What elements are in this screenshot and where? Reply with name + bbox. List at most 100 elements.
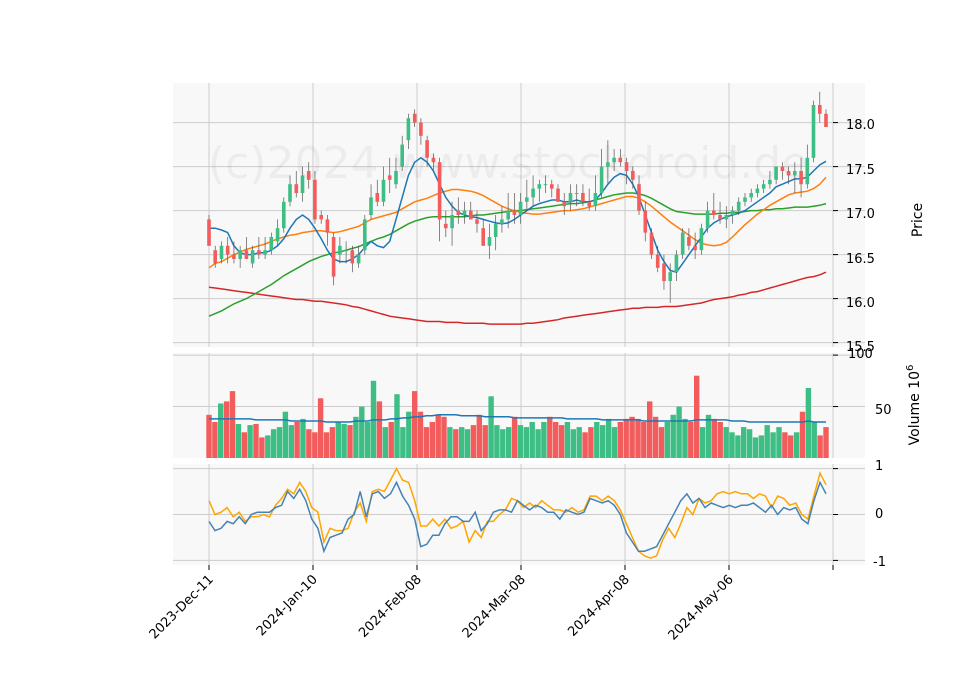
candle-body <box>425 140 429 158</box>
volume-bar <box>629 416 635 458</box>
volume-axis-title-exponent: 6 <box>905 365 916 371</box>
x-tick-label: 2024-May-06 <box>666 572 737 643</box>
candle-body <box>568 193 573 202</box>
volume-bar <box>752 437 759 458</box>
volume-moving-average <box>209 414 826 423</box>
candle-body <box>668 272 672 281</box>
candle-body <box>550 184 554 189</box>
candle-body <box>774 166 778 180</box>
volume-bar <box>705 414 712 458</box>
candle-body <box>475 219 479 224</box>
volume-bar <box>329 427 336 458</box>
x-tick-label: 2024-Feb-08 <box>356 572 425 641</box>
oscillator-tick-label: 1 <box>875 459 883 474</box>
price-tick-label: 17.0 <box>846 207 875 222</box>
candle-body <box>743 197 747 202</box>
candle-body <box>718 215 722 220</box>
candle-body <box>599 166 604 193</box>
volume-bar <box>746 429 753 458</box>
candle-body <box>275 228 280 242</box>
oscillator-tick-label: -1 <box>873 555 886 570</box>
volume-bar <box>241 432 247 458</box>
candle-body <box>331 237 336 277</box>
volume-bar <box>688 422 694 458</box>
candle-body <box>749 193 753 198</box>
candle-body <box>412 113 417 123</box>
volume-bar <box>741 427 747 458</box>
price-axis-title: Price <box>910 203 926 237</box>
candle-body <box>481 228 485 246</box>
volume-bar <box>717 422 723 458</box>
candle-body <box>300 175 305 193</box>
oscillator-line-blue <box>208 480 827 554</box>
oscillator-lines <box>208 466 827 559</box>
x-axis: 2023-Dec-11 2024-Jan-10 2024-Feb-08 2024-Ma… <box>147 565 834 643</box>
volume-bar <box>270 429 277 458</box>
candle-body <box>793 171 797 176</box>
volume-bar <box>582 432 588 458</box>
candle-body <box>225 245 230 255</box>
candle-body <box>250 250 255 264</box>
volume-bar <box>464 429 471 458</box>
volume-bar <box>506 427 512 458</box>
candle-body <box>294 184 299 193</box>
volume-bar <box>617 422 623 458</box>
candle-body <box>363 219 367 251</box>
candle-body <box>768 179 772 185</box>
volume-bar <box>235 424 242 458</box>
volume-bar <box>594 422 600 458</box>
volume-bar <box>365 422 371 458</box>
volume-bar <box>782 432 788 458</box>
candle-body <box>313 179 317 220</box>
candle-body <box>655 254 660 268</box>
candle-body <box>244 250 249 259</box>
candle-body <box>257 250 261 255</box>
volume-bar <box>494 425 500 458</box>
candle-body <box>456 210 461 215</box>
volume-bar <box>406 411 412 458</box>
volume-bars <box>206 375 829 458</box>
volume-bar <box>711 418 717 458</box>
candle-body <box>581 193 585 202</box>
candle-body <box>238 250 242 259</box>
price-tick-label: 16.5 <box>846 252 875 267</box>
volume-bar <box>611 427 618 458</box>
candle-body <box>624 162 629 171</box>
volume-axis-title: Volume 106 <box>905 365 923 446</box>
candle-body <box>487 237 492 246</box>
candle-body <box>469 210 473 220</box>
candle-body <box>543 184 548 186</box>
candle-body <box>818 105 822 114</box>
volume-bar <box>323 432 330 458</box>
candle-body <box>325 219 330 233</box>
candle-body <box>288 184 292 202</box>
volume-bar <box>482 425 488 458</box>
volume-bar <box>564 422 571 458</box>
price-moving-averages <box>208 156 827 325</box>
volume-bar <box>576 427 582 458</box>
volume-bar <box>553 422 559 458</box>
candle-body <box>730 210 735 215</box>
candle-body <box>500 219 504 224</box>
candle-body <box>674 254 679 273</box>
candle-body <box>381 179 386 202</box>
candle-body <box>350 250 355 264</box>
candle-body <box>356 254 361 264</box>
x-tick-label: 2024-Jan-10 <box>254 572 321 639</box>
volume-bar <box>276 427 283 458</box>
ma-line-red <box>208 271 827 325</box>
volume-bar <box>394 394 400 458</box>
volume-bar <box>488 396 494 458</box>
volume-bar <box>658 427 665 458</box>
volume-bar <box>788 435 794 458</box>
oscillator-y-axis: -1 0 1 <box>873 459 886 570</box>
volume-bar <box>353 416 359 458</box>
candle-body <box>263 250 267 255</box>
volume-bar <box>247 425 253 458</box>
volume-bar <box>359 406 365 458</box>
candle-body <box>637 184 641 211</box>
candle-body <box>450 215 454 229</box>
volume-bar <box>306 429 312 458</box>
candle-body <box>394 171 398 185</box>
candle-body <box>761 184 766 189</box>
